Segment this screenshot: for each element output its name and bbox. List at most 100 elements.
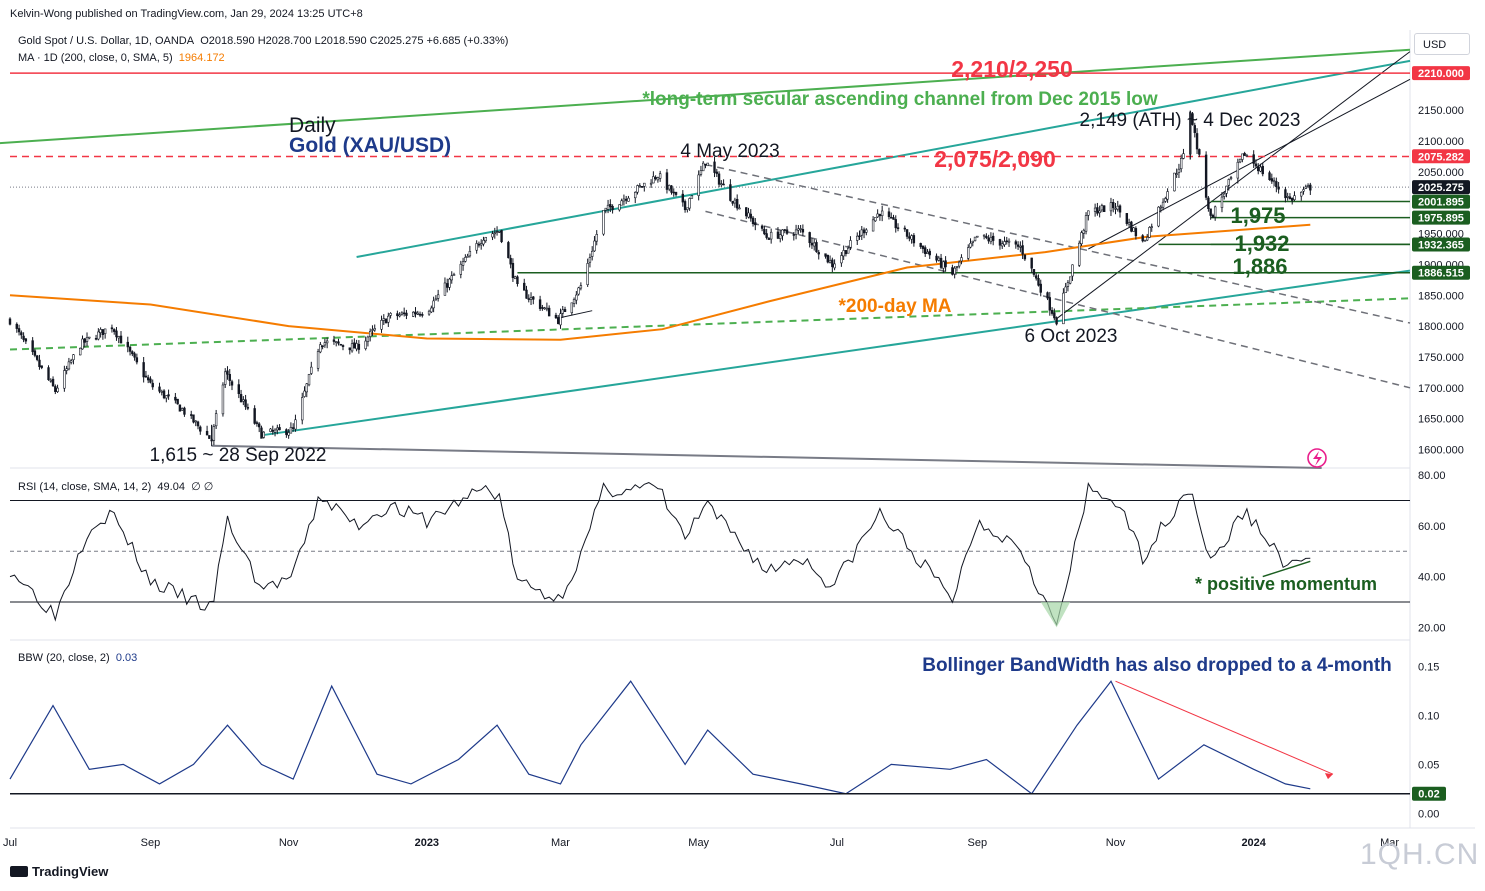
candle-body — [459, 263, 463, 275]
candle-body — [1023, 254, 1027, 260]
time-tick-label: Jul — [830, 837, 844, 849]
candle-body — [97, 331, 100, 340]
candle-body — [745, 207, 748, 217]
candle-body — [412, 311, 415, 317]
ma-200-line — [9, 223, 1311, 341]
tradingview-logo[interactable]: TradingView — [10, 864, 108, 879]
tradingview-logo-text: TradingView — [32, 864, 109, 879]
candle-body — [754, 222, 757, 226]
bbw-level-label: 0.02 — [1418, 789, 1439, 801]
rsi-legend[interactable]: RSI (14, close, SMA, 14, 2) 49.04 ∅ ∅ — [18, 480, 213, 493]
candle-body — [1259, 166, 1262, 172]
candle-body — [751, 217, 755, 225]
bbw-tick-label: 0.00 — [1418, 808, 1439, 820]
candle-body — [776, 231, 780, 239]
candle-body — [529, 297, 533, 300]
candle-body — [991, 235, 995, 241]
time-tick-label: Sep — [968, 837, 988, 849]
rsi-title: RSI (14, close, SMA, 14, 2) — [18, 481, 152, 493]
symbol-legend[interactable]: Gold Spot / U.S. Dollar, 1D, OANDA O2018… — [18, 35, 508, 47]
annotation-support-2: 1,932 — [1234, 231, 1289, 256]
candle-body — [937, 257, 941, 261]
candle-body — [681, 193, 685, 203]
candle-body — [341, 345, 345, 347]
candle-body — [649, 182, 653, 185]
bbw-tick-label: 0.15 — [1418, 661, 1439, 673]
candle-body — [1130, 221, 1133, 232]
candle-body — [880, 210, 884, 217]
candle-body — [430, 307, 433, 313]
channel-lower-line — [261, 269, 1411, 437]
candle-body — [688, 198, 691, 209]
time-tick-label: Sep — [141, 837, 161, 849]
candle-body — [844, 250, 848, 255]
candle-body — [849, 240, 852, 248]
candle-body — [579, 285, 583, 289]
candle-body — [287, 432, 290, 436]
price-label: 2025.275 — [1418, 182, 1464, 194]
falling-support-line — [705, 210, 1411, 389]
alert-lightning-icon[interactable] — [1307, 448, 1327, 468]
candle-body — [810, 242, 814, 246]
candle-body — [162, 390, 166, 399]
candle-body — [1001, 243, 1004, 247]
candle-body — [604, 207, 607, 211]
candle-body — [1309, 184, 1312, 191]
candle-body — [418, 313, 422, 316]
rsi-value: 49.04 — [157, 481, 185, 493]
candle-body — [464, 257, 467, 262]
candle-body — [509, 257, 512, 265]
candle-body — [262, 431, 265, 438]
candle-body — [670, 185, 673, 193]
candle-body — [1062, 292, 1065, 325]
candle-body — [985, 236, 988, 238]
candle-body — [38, 359, 41, 367]
candle-body — [63, 370, 66, 389]
candle-body — [955, 266, 959, 268]
candle-body — [1098, 210, 1101, 213]
ma-legend[interactable]: MA · 1D (200, close, 0, SMA, 5) 1964.172 — [18, 52, 225, 64]
candle-body — [890, 216, 893, 219]
candle-body — [1173, 172, 1176, 192]
candle-body — [357, 343, 361, 350]
candle-body — [180, 408, 184, 411]
dashed-midline — [9, 297, 1411, 351]
candle-body — [257, 423, 261, 428]
candle-body — [799, 228, 802, 230]
candle-body — [47, 367, 50, 381]
candle-body — [935, 255, 938, 261]
price-label: 1975.895 — [1418, 213, 1464, 225]
currency-button[interactable]: USD — [1414, 33, 1470, 55]
candle-body — [1286, 196, 1289, 198]
candle-body — [987, 237, 990, 242]
candle-body — [398, 314, 401, 317]
candle-body — [432, 300, 435, 309]
candle-body — [33, 350, 37, 356]
candle-body — [831, 259, 834, 268]
rsi-flags: ∅ ∅ — [191, 481, 214, 493]
candle-body — [339, 343, 342, 346]
bbw-legend[interactable]: BBW (20, close, 2) 0.03 — [18, 652, 137, 664]
candle-body — [17, 328, 21, 333]
price-label-bg — [1412, 237, 1470, 252]
candle-body — [1112, 202, 1115, 209]
bbw-level-label-bg — [1412, 786, 1446, 801]
candle-body — [255, 422, 259, 424]
candle-body — [355, 343, 358, 350]
candle-body — [828, 260, 832, 263]
time-tick-label: Mar — [551, 837, 570, 849]
candle-body — [1293, 195, 1296, 201]
candle-body — [1150, 226, 1153, 228]
candle-body — [1064, 286, 1067, 294]
timeframe-label: Daily — [289, 114, 336, 137]
candle-body — [1071, 264, 1074, 277]
candle-body — [325, 340, 329, 344]
candle-body — [1066, 282, 1070, 287]
candle-body — [1157, 206, 1160, 227]
candle-body — [1148, 227, 1151, 238]
candle-body — [371, 329, 374, 331]
candle-body — [593, 240, 596, 252]
candle-body — [1048, 297, 1052, 311]
candle-body — [1143, 239, 1147, 242]
